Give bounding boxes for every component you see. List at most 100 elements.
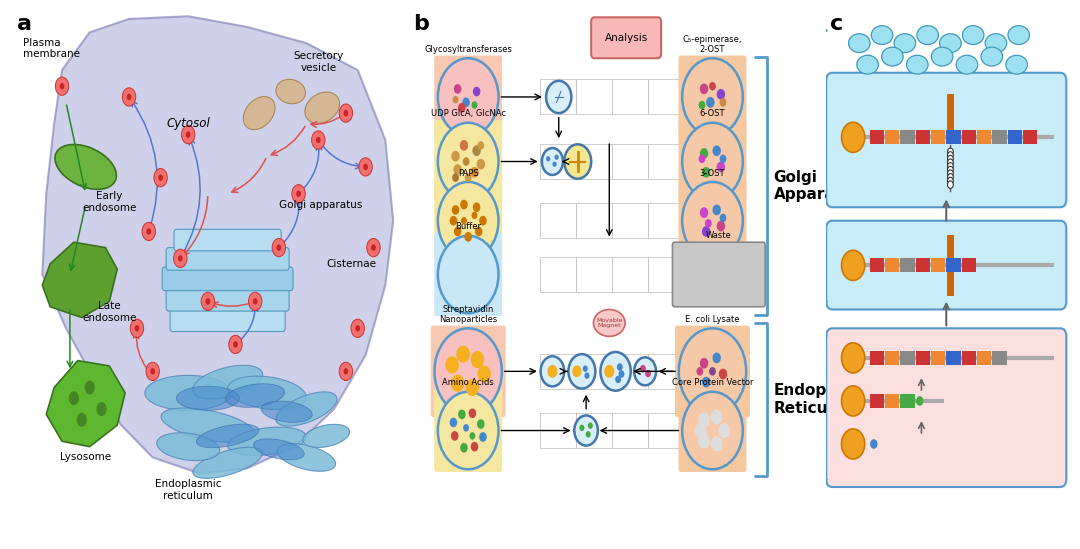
FancyBboxPatch shape	[673, 242, 765, 307]
Circle shape	[292, 184, 306, 203]
Circle shape	[572, 366, 581, 377]
Circle shape	[437, 58, 499, 136]
Circle shape	[472, 211, 477, 219]
Text: Golgi apparatus: Golgi apparatus	[279, 200, 362, 210]
Circle shape	[477, 366, 491, 383]
Text: Cisternae: Cisternae	[326, 259, 376, 269]
FancyBboxPatch shape	[540, 257, 576, 292]
Circle shape	[434, 328, 502, 414]
Circle shape	[372, 244, 376, 251]
Circle shape	[619, 370, 624, 378]
Circle shape	[296, 191, 301, 197]
Circle shape	[351, 319, 364, 338]
Circle shape	[719, 98, 727, 107]
Circle shape	[699, 154, 705, 163]
Circle shape	[453, 173, 459, 182]
FancyBboxPatch shape	[678, 120, 746, 203]
Circle shape	[713, 205, 721, 215]
FancyBboxPatch shape	[166, 288, 289, 311]
Circle shape	[683, 58, 743, 136]
Circle shape	[700, 148, 708, 159]
Circle shape	[186, 131, 190, 138]
FancyBboxPatch shape	[826, 73, 1066, 208]
Text: Buffer: Buffer	[455, 222, 482, 232]
Circle shape	[698, 434, 710, 449]
Circle shape	[343, 110, 348, 116]
FancyBboxPatch shape	[648, 203, 685, 238]
Circle shape	[683, 392, 743, 469]
Text: E. coli Lysate: E. coli Lysate	[685, 315, 740, 324]
FancyBboxPatch shape	[826, 328, 1066, 487]
FancyBboxPatch shape	[685, 144, 721, 179]
FancyBboxPatch shape	[946, 130, 961, 144]
Ellipse shape	[228, 427, 307, 456]
Text: a: a	[16, 14, 31, 33]
Circle shape	[717, 161, 725, 172]
Circle shape	[159, 175, 163, 181]
Circle shape	[472, 145, 481, 156]
Circle shape	[339, 104, 352, 122]
Circle shape	[464, 173, 472, 182]
Text: Endoplasmic
Reticulum: Endoplasmic Reticulum	[773, 383, 881, 416]
Circle shape	[700, 207, 708, 218]
FancyBboxPatch shape	[885, 259, 900, 272]
Circle shape	[711, 436, 723, 451]
Circle shape	[475, 227, 483, 236]
Ellipse shape	[956, 55, 977, 74]
Circle shape	[713, 352, 721, 363]
Circle shape	[437, 123, 499, 200]
Text: Movable
Magnet: Movable Magnet	[596, 317, 622, 328]
Circle shape	[143, 222, 156, 240]
Ellipse shape	[55, 144, 117, 189]
FancyBboxPatch shape	[540, 144, 576, 179]
Circle shape	[437, 182, 499, 260]
Circle shape	[77, 413, 86, 427]
Text: C₅-epimerase,
2-OST: C₅-epimerase, 2-OST	[683, 35, 742, 54]
Circle shape	[713, 145, 721, 156]
Ellipse shape	[305, 92, 339, 124]
Circle shape	[153, 169, 167, 187]
Circle shape	[706, 97, 715, 108]
Circle shape	[316, 137, 321, 143]
Ellipse shape	[254, 439, 305, 460]
Ellipse shape	[849, 33, 870, 53]
Circle shape	[870, 439, 878, 449]
FancyBboxPatch shape	[931, 259, 945, 272]
Circle shape	[702, 167, 711, 178]
FancyBboxPatch shape	[434, 389, 502, 472]
Circle shape	[616, 376, 621, 383]
Polygon shape	[46, 361, 125, 447]
FancyBboxPatch shape	[648, 257, 685, 292]
FancyBboxPatch shape	[993, 130, 1007, 144]
Circle shape	[564, 144, 591, 179]
FancyBboxPatch shape	[1023, 130, 1037, 144]
Ellipse shape	[275, 392, 337, 426]
Circle shape	[473, 203, 481, 212]
Circle shape	[480, 216, 487, 226]
Circle shape	[699, 100, 705, 109]
Circle shape	[248, 292, 262, 311]
Circle shape	[683, 182, 743, 260]
Circle shape	[584, 372, 590, 379]
FancyBboxPatch shape	[885, 130, 900, 144]
Circle shape	[634, 357, 656, 385]
FancyBboxPatch shape	[434, 233, 502, 316]
Polygon shape	[42, 16, 393, 474]
FancyBboxPatch shape	[678, 389, 746, 472]
Circle shape	[585, 431, 591, 438]
FancyBboxPatch shape	[434, 120, 502, 203]
Ellipse shape	[881, 47, 903, 66]
Text: Golgi
Apparatus: Golgi Apparatus	[773, 170, 863, 202]
Text: Plasma
membrane: Plasma membrane	[23, 38, 80, 59]
Circle shape	[705, 219, 712, 228]
Circle shape	[126, 94, 132, 100]
FancyBboxPatch shape	[977, 351, 991, 365]
FancyBboxPatch shape	[540, 354, 576, 389]
Text: Glycosyltransferases: Glycosyltransferases	[424, 45, 512, 54]
FancyBboxPatch shape	[869, 351, 885, 365]
Circle shape	[233, 341, 238, 348]
FancyBboxPatch shape	[648, 80, 685, 114]
FancyBboxPatch shape	[685, 203, 721, 238]
Circle shape	[135, 325, 139, 332]
Circle shape	[205, 298, 211, 305]
